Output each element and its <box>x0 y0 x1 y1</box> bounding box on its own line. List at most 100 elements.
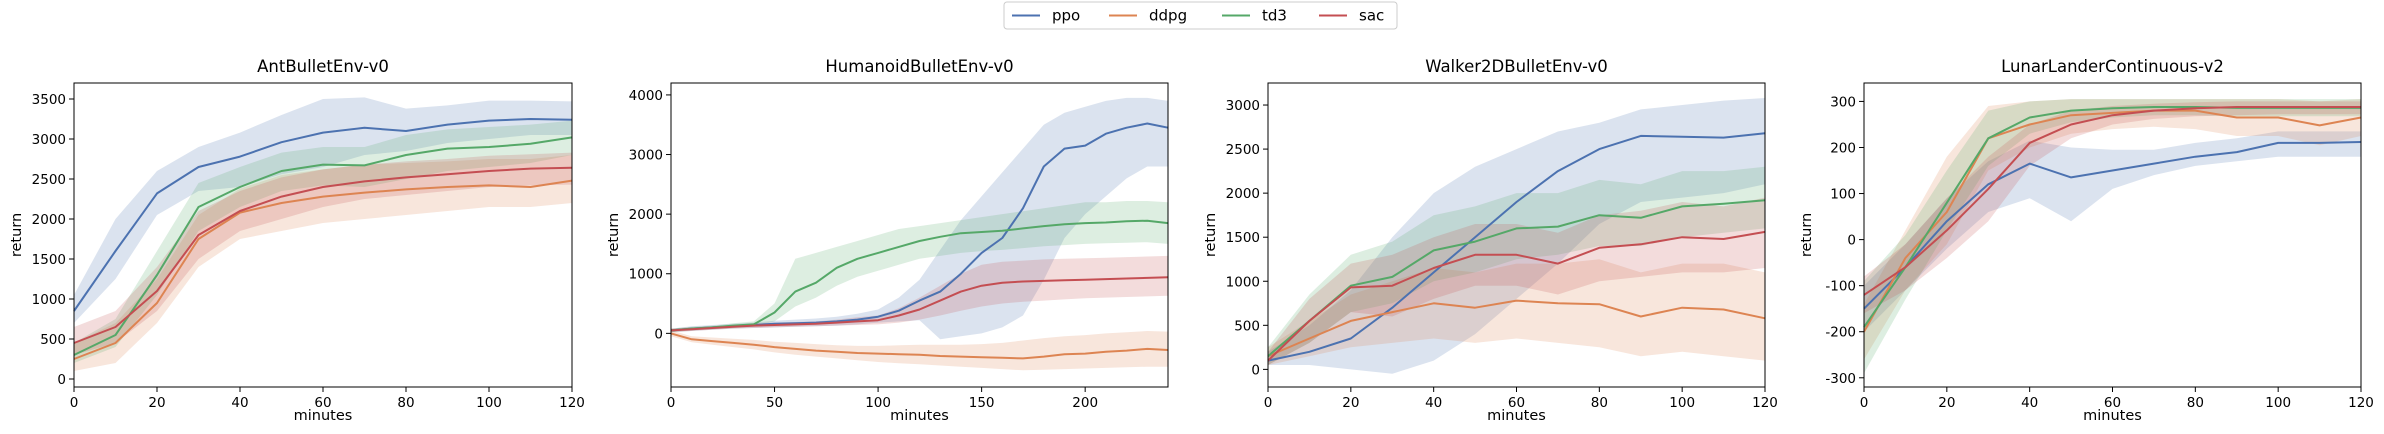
legend-label-td3: td3 <box>1262 7 1287 25</box>
y-tick-label: -300 <box>1825 371 1856 387</box>
y-tick-label: 2000 <box>629 207 663 223</box>
y-tick-label: 500 <box>1234 318 1260 334</box>
confidence-band-ppo <box>74 97 572 324</box>
x-tick-label: 120 <box>559 395 585 411</box>
series-line-ppo <box>1267 132 1766 362</box>
confidence-band-ppo <box>671 97 1168 340</box>
y-tick-label: 0 <box>1847 233 1856 249</box>
confidence-band-sac <box>671 255 1168 333</box>
x-tick-label: 100 <box>1669 395 1695 411</box>
x-tick-label: 100 <box>2265 395 2291 411</box>
series-line-td3 <box>670 219 1169 332</box>
y-tick-label: 1000 <box>1226 274 1260 290</box>
y-tick-label: 0 <box>57 372 66 388</box>
x-tick-label: 150 <box>969 395 995 411</box>
confidence-band-sac <box>1268 197 1765 365</box>
y-tick-label: 0 <box>654 326 663 342</box>
y-tick-label: 500 <box>40 332 66 348</box>
x-tick-label: 120 <box>2348 395 2374 411</box>
x-axis-label: minutes <box>294 408 353 424</box>
y-tick-label: 2000 <box>1226 186 1260 202</box>
x-tick-label: 40 <box>2021 395 2038 411</box>
chart-title: HumanoidBulletEnv-v0 <box>825 57 1013 76</box>
y-axis-label: return <box>1799 213 1815 257</box>
series-line-sac <box>73 166 573 344</box>
legend-label-sac: sac <box>1359 7 1384 25</box>
chart-panel-1: 0 20 40 60 80 100 120 0 500 1000 1500 2000 2500 3000 3… <box>9 57 585 424</box>
plot-frame <box>670 82 1169 388</box>
x-axis-label: minutes <box>1487 408 1546 424</box>
legend-frame <box>1003 1 1398 30</box>
y-tick-label: 2500 <box>32 172 66 188</box>
x-tick-label: 100 <box>865 395 891 411</box>
legend: ppo ddpg td3 sac <box>1003 1 1398 30</box>
x-tick-label: 20 <box>148 395 165 411</box>
y-axis-label: return <box>9 213 25 257</box>
series-line-ppo <box>73 118 573 312</box>
series-line-ddpg <box>1863 109 2362 333</box>
y-tick-label: 2500 <box>1226 142 1260 158</box>
x-tick-label: 60 <box>2104 395 2121 411</box>
y-tick-label: -100 <box>1825 279 1856 295</box>
confidence-band-ddpg <box>671 330 1168 371</box>
y-tick-label: 4000 <box>629 88 663 104</box>
x-axis-label: minutes <box>890 408 949 424</box>
x-tick-label: 60 <box>314 395 331 411</box>
confidence-band-ppo <box>1268 98 1765 374</box>
x-tick-label: 20 <box>1938 395 1955 411</box>
chart-panel-3: 0 20 40 60 80 100 120 0 500 1000 1500 2000 2500 3000 W… <box>1203 57 1778 424</box>
series-line-sac <box>1863 106 2361 296</box>
y-tick-label: 3000 <box>32 132 66 148</box>
y-tick-label: 0 <box>1251 362 1260 378</box>
confidence-band-ddpg <box>74 155 572 371</box>
series-line-ddpg <box>73 179 573 360</box>
x-tick-label: 100 <box>476 395 502 411</box>
x-axis-label: minutes <box>2083 408 2142 424</box>
y-tick-label: 3500 <box>32 92 66 108</box>
x-tick-label: 60 <box>1508 395 1525 411</box>
y-tick-label: 300 <box>1830 94 1856 110</box>
chart-title: LunarLanderContinuous-v2 <box>2001 57 2224 76</box>
y-tick-label: 1000 <box>629 267 663 283</box>
series-line-ddpg <box>670 332 1169 360</box>
x-tick-label: 80 <box>397 395 414 411</box>
chart-title: Walker2DBulletEnv-v0 <box>1425 57 1608 76</box>
series-line-td3 <box>1267 199 1766 357</box>
y-tick-label: 1000 <box>32 292 66 308</box>
x-tick-label: 40 <box>1425 395 1442 411</box>
y-tick-label: -200 <box>1825 325 1856 341</box>
x-tick-label: 20 <box>1342 395 1359 411</box>
legend-label-ddpg: ddpg <box>1149 7 1187 25</box>
series-line-ppo <box>1863 141 2362 310</box>
chart-panel-4: 0 20 40 60 80 100 120 -300 -200 -100 0 100 200 300 Lun… <box>1799 57 2374 424</box>
series-line-sac <box>670 276 1169 332</box>
y-axis-label: return <box>606 213 622 257</box>
confidence-band-ddpg <box>1864 99 2361 360</box>
x-tick-label: 0 <box>1264 395 1273 411</box>
confidence-band-ppo <box>1864 131 2361 332</box>
series-line-sac <box>1267 230 1766 362</box>
chart-panel-2: 0 50 100 150 20001000200030004000HumanoidBul… <box>606 57 1169 424</box>
y-tick-label: 2000 <box>32 212 66 228</box>
x-tick-label: 0 <box>1860 395 1869 411</box>
confidence-band-td3 <box>671 201 1168 333</box>
x-tick-label: 0 <box>70 395 79 411</box>
x-tick-label: 50 <box>766 395 783 411</box>
series-line-ddpg <box>1267 299 1766 358</box>
x-tick-label: 120 <box>1752 395 1778 411</box>
x-tick-label: 80 <box>2187 395 2204 411</box>
y-tick-label: 1500 <box>32 252 66 268</box>
series-line-td3 <box>73 136 573 356</box>
y-tick-label: 1500 <box>1226 230 1260 246</box>
x-tick-label: 80 <box>1591 395 1608 411</box>
legend-label-ppo: ppo <box>1052 7 1080 25</box>
x-tick-label: 0 <box>667 395 676 411</box>
x-tick-label: 200 <box>1072 395 1098 411</box>
y-tick-label: 3000 <box>629 148 663 164</box>
x-tick-label: 40 <box>231 395 248 411</box>
chart-panels: 0 20 40 60 80 100 1200500100015002000250030003… <box>9 57 2374 424</box>
confidence-band-td3 <box>1268 166 1765 365</box>
y-tick-label: 3000 <box>1226 98 1260 114</box>
